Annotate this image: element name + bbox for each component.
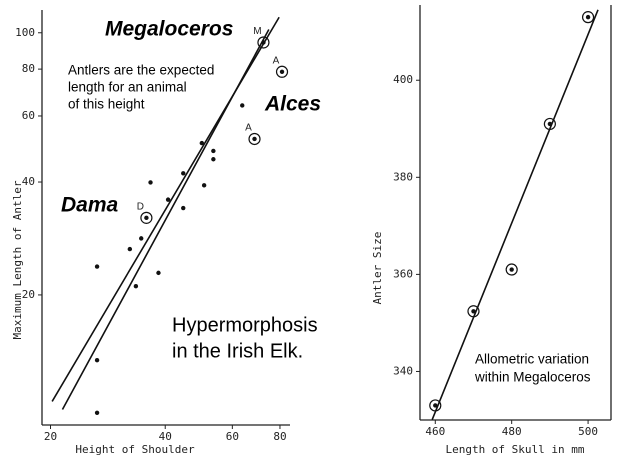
point — [181, 205, 186, 211]
point — [133, 284, 139, 289]
data-point — [165, 197, 171, 202]
data-point — [240, 103, 245, 108]
point: M — [253, 26, 270, 49]
species-label: Alces — [264, 93, 321, 116]
point-ring — [257, 36, 270, 49]
point — [543, 117, 556, 131]
y-axis-label: Maximum Length of Antler — [11, 180, 24, 339]
x-tick-label: 20 — [44, 430, 57, 443]
data-point — [94, 410, 100, 415]
data-point — [127, 246, 133, 252]
point: A — [273, 55, 289, 78]
data-point — [252, 136, 257, 142]
y-tick-label: 400 — [393, 73, 413, 86]
point — [581, 11, 595, 24]
point — [156, 270, 161, 276]
point-label: A — [245, 123, 252, 134]
point: A — [245, 123, 261, 146]
point-ring — [275, 65, 289, 78]
fit-line — [61, 29, 270, 410]
annotation-line: Allometric variation — [475, 352, 589, 367]
point — [94, 357, 100, 363]
x-tick-label: 460 — [425, 425, 445, 438]
point — [165, 197, 171, 202]
point — [467, 305, 480, 318]
y-tick-label: 100 — [15, 26, 35, 39]
x-tick-label: 480 — [502, 425, 522, 438]
data-point — [181, 171, 186, 176]
point-label: D — [137, 202, 144, 213]
annotation-line: Antlers are the expected — [68, 63, 214, 78]
chart-title: Hypermorphosis — [172, 314, 318, 336]
data-point — [509, 267, 514, 272]
point — [429, 399, 442, 412]
data-point — [201, 183, 207, 188]
y-tick-label: 380 — [393, 170, 413, 183]
point-ring — [543, 117, 556, 131]
data-point — [547, 121, 553, 127]
y-tick-label: 60 — [22, 109, 35, 122]
x-axis-label: Height of Shoulder — [75, 443, 195, 456]
point — [181, 171, 186, 176]
point: D — [137, 202, 153, 224]
species-label: Megaloceros — [105, 18, 233, 41]
annotation-line: of this height — [68, 97, 145, 112]
point-ring — [467, 305, 480, 318]
point-label: M — [253, 26, 261, 37]
data-point — [156, 270, 161, 276]
annotation-line: length for an animal — [68, 80, 187, 95]
data-point — [144, 215, 149, 221]
y-axis-label: Antler Size — [371, 232, 384, 305]
point — [211, 157, 216, 162]
data-point — [211, 157, 216, 162]
species-label: Dama — [61, 194, 119, 217]
data-point — [181, 205, 186, 211]
point-ring — [505, 263, 518, 276]
point — [240, 103, 245, 108]
data-point — [585, 14, 591, 20]
point — [211, 148, 216, 154]
y-tick-label: 40 — [22, 175, 35, 188]
x-axis-label: Length of Skull in mm — [445, 443, 584, 456]
x-tick-label: 40 — [159, 430, 172, 443]
annotation-line: within Megaloceros — [474, 370, 591, 385]
point — [127, 246, 133, 252]
point — [94, 410, 100, 415]
point-label: A — [273, 55, 280, 66]
x-tick-label: 80 — [273, 430, 286, 443]
point-ring — [140, 211, 153, 224]
x-tick-label: 500 — [578, 425, 598, 438]
point — [94, 264, 100, 269]
data-point — [199, 140, 205, 146]
point — [201, 183, 207, 188]
data-point — [471, 309, 476, 314]
point — [148, 180, 153, 185]
point — [505, 263, 518, 276]
point-ring — [581, 11, 595, 24]
data-point — [433, 403, 438, 408]
point — [199, 140, 205, 146]
chart-title: in the Irish Elk. — [172, 340, 303, 362]
data-point — [279, 69, 285, 74]
y-tick-label: 20 — [22, 288, 35, 301]
data-point — [211, 148, 216, 154]
data-point — [261, 40, 266, 45]
data-point — [148, 180, 153, 185]
y-tick-label: 80 — [22, 62, 35, 75]
point — [139, 236, 144, 241]
fit-line — [431, 9, 599, 420]
y-tick-label: 340 — [393, 364, 413, 377]
data-point — [94, 264, 100, 269]
point-ring — [429, 399, 442, 412]
data-point — [139, 236, 144, 241]
data-point — [94, 357, 100, 363]
point-ring — [248, 132, 261, 146]
y-tick-label: 360 — [393, 267, 413, 280]
x-tick-label: 60 — [226, 430, 239, 443]
data-point — [133, 284, 139, 289]
